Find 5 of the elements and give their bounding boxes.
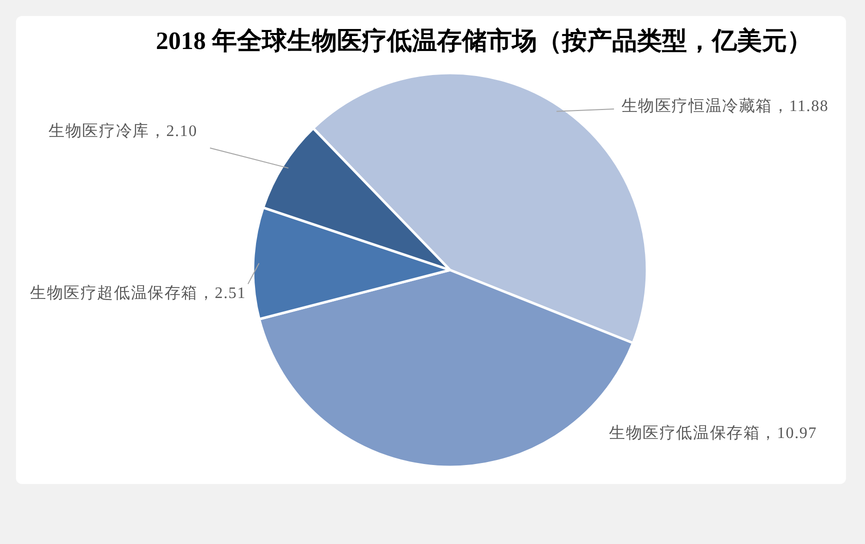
slice-label: 生物医疗超低温保存箱，2.51	[30, 284, 246, 304]
slice-label: 生物医疗恒温冷藏箱，11.88	[621, 96, 829, 117]
chart-title: 2018 年全球生物医疗低温存储市场（按产品类型，亿美元）	[156, 27, 812, 55]
slice-label: 生物医疗冷库，2.10	[48, 122, 198, 142]
slice-label: 生物医疗低温保存箱，10.97	[609, 424, 817, 444]
